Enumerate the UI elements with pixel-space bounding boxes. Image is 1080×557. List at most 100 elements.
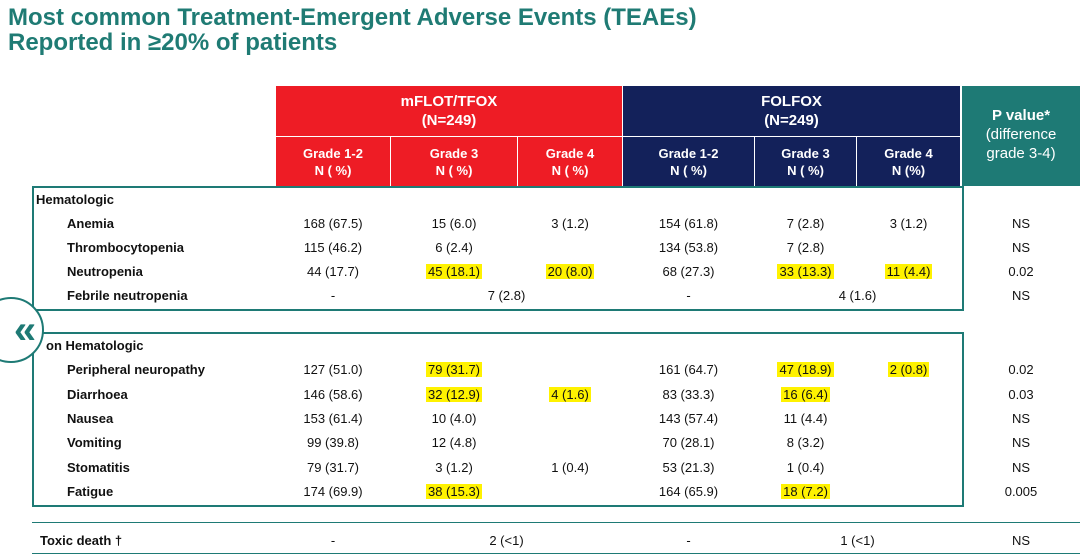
mflot-grade-1-2-value: 127 (51.0) bbox=[303, 362, 363, 377]
mflot-grade-3-4-value: 7 (2.8) bbox=[487, 288, 526, 303]
table-row: Thrombocytopenia 115 (46.2) 6 (2.4) 134 … bbox=[0, 236, 1080, 260]
non-hematologic-section-box bbox=[32, 332, 964, 507]
mflot-grade-1-2-value: - bbox=[330, 288, 336, 303]
mflot-grade-3-value: 45 (18.1) bbox=[425, 264, 483, 279]
table-row: Stomatitis 79 (31.7) 3 (1.2) 1 (0.4) 53 … bbox=[0, 456, 1080, 480]
folfox-grade-4-value bbox=[857, 480, 960, 504]
folfox-grade-4-n: N (%) bbox=[891, 163, 926, 178]
slide-title-line-1: Most common Treatment-Emergent Adverse E… bbox=[8, 4, 697, 31]
mflot-grade-1-2-value: 168 (67.5) bbox=[303, 216, 363, 231]
folfox-grade-1-2-value: 83 (33.3) bbox=[662, 387, 715, 402]
folfox-grade-3-value: 47 (18.9) bbox=[777, 362, 834, 377]
folfox-grade-3-value: 18 (7.2) bbox=[781, 484, 830, 499]
p-value: 0.02 bbox=[1008, 264, 1034, 279]
folfox-grade-4-value bbox=[857, 236, 960, 260]
pvalue-header-title: P value* bbox=[991, 107, 1051, 124]
mflot-grade-4-value bbox=[518, 236, 622, 260]
collapse-button[interactable]: « bbox=[0, 297, 44, 363]
mflot-grade-4-value: 1 (0.4) bbox=[551, 460, 589, 475]
mflot-grade-1-2-n: N ( %) bbox=[314, 163, 352, 178]
folfox-grade-3-4-value: 4 (1.6) bbox=[838, 288, 877, 303]
folfox-grade-4-value: 2 (0.8) bbox=[887, 362, 930, 377]
folfox-grade-4-value bbox=[857, 407, 960, 431]
mflot-grade-1-2-value: 115 (46.2) bbox=[303, 240, 363, 255]
folfox-grade-3-label: Grade 3 bbox=[781, 146, 830, 161]
mflot-group-n: (N=249) bbox=[421, 112, 477, 129]
p-value: NS bbox=[1011, 435, 1031, 450]
folfox-grade-1-2-value: - bbox=[686, 533, 691, 548]
folfox-grade-4-value: 3 (1.2) bbox=[889, 216, 928, 231]
slide-title: Most common Treatment-Emergent Adverse E… bbox=[8, 5, 697, 55]
folfox-grade-3-value: 7 (2.8) bbox=[786, 216, 825, 231]
folfox-grade-1-2-n: N ( %) bbox=[670, 163, 707, 178]
toxic-death-bottom-divider bbox=[32, 553, 1080, 554]
p-value: NS bbox=[1011, 411, 1031, 426]
mflot-group-header: mFLOT/TFOX (N=249) bbox=[276, 86, 622, 136]
mflot-grade-3-n: N ( %) bbox=[435, 163, 473, 178]
row-label: Febrile neutropenia bbox=[67, 288, 188, 303]
mflot-grade-1-2-value: 79 (31.7) bbox=[306, 460, 360, 475]
table-row: Nausea 153 (61.4) 10 (4.0) 143 (57.4) 11… bbox=[0, 407, 1080, 431]
folfox-grade-3-value: 11 (4.4) bbox=[783, 411, 828, 426]
toxic-death-top-divider bbox=[32, 522, 1080, 523]
folfox-grade-3-value: 8 (3.2) bbox=[786, 435, 825, 450]
folfox-grade-1-2-value: 134 (53.8) bbox=[658, 240, 719, 255]
mflot-grade-3-value: 32 (12.9) bbox=[425, 387, 483, 402]
mflot-grade-3-label: Grade 3 bbox=[429, 146, 479, 161]
folfox-grade-4-value bbox=[857, 456, 960, 480]
hematologic-section-title: Hematologic bbox=[36, 192, 115, 207]
table-row: Diarrhoea 146 (58.6) 32 (12.9) 4 (1.6) 8… bbox=[0, 383, 1080, 407]
p-value: NS bbox=[1011, 533, 1031, 548]
folfox-grade-3-value: 16 (6.4) bbox=[781, 387, 830, 402]
folfox-grade-3-value: 1 (0.4) bbox=[786, 460, 825, 475]
mflot-grade-3-header: Grade 3 N ( %) bbox=[391, 137, 517, 186]
mflot-grade-1-2-header: Grade 1-2 N ( %) bbox=[276, 137, 390, 186]
folfox-grade-1-2-value: 161 (64.7) bbox=[658, 362, 719, 377]
mflot-grade-3-value: 38 (15.3) bbox=[425, 484, 483, 499]
p-value: 0.02 bbox=[1008, 362, 1034, 377]
mflot-grade-1-2-value: 174 (69.9) bbox=[303, 484, 363, 499]
folfox-grade-4-label: Grade 4 bbox=[884, 146, 933, 161]
folfox-grade-1-2-value: 68 (27.3) bbox=[662, 264, 715, 279]
p-value: 0.005 bbox=[1004, 484, 1038, 499]
double-chevron-left-icon: « bbox=[13, 308, 37, 352]
folfox-grade-1-2-header: Grade 1-2 N ( %) bbox=[623, 137, 754, 186]
mflot-grade-1-2-value: 146 (58.6) bbox=[303, 387, 363, 402]
folfox-grade-1-2-value: 164 (65.9) bbox=[658, 484, 719, 499]
folfox-grade-4-header: Grade 4 N (%) bbox=[857, 137, 960, 186]
mflot-grade-1-2-value: 44 (17.7) bbox=[306, 264, 360, 279]
folfox-grade-1-2-value: 53 (21.3) bbox=[662, 460, 715, 475]
pvalue-header-line-3: grade 3-4) bbox=[986, 145, 1056, 162]
mflot-grade-4-value: 4 (1.6) bbox=[549, 387, 591, 402]
folfox-grade-3-4-value: 1 (<1) bbox=[840, 533, 875, 548]
mflot-grade-4-value bbox=[518, 480, 622, 504]
hematologic-section-box bbox=[32, 186, 964, 311]
mflot-grade-4-value: 20 (8.0) bbox=[545, 264, 595, 279]
row-label: Toxic death † bbox=[40, 533, 123, 548]
p-value: NS bbox=[1011, 216, 1031, 231]
folfox-group-n: (N=249) bbox=[764, 112, 819, 129]
mflot-grade-3-value: 12 (4.8) bbox=[431, 435, 477, 450]
table-row: Vomiting 99 (39.8) 12 (4.8) 70 (28.1) 8 … bbox=[0, 431, 1080, 455]
folfox-grade-3-value: 7 (2.8) bbox=[786, 240, 825, 255]
p-value: NS bbox=[1011, 288, 1031, 303]
mflot-grade-4-value bbox=[518, 431, 622, 455]
mflot-grade-4-header: Grade 4 N ( %) bbox=[518, 137, 622, 186]
folfox-grade-1-2-label: Grade 1-2 bbox=[658, 146, 719, 161]
mflot-grade-3-4-value: 2 (<1) bbox=[489, 533, 524, 548]
folfox-grade-3-value: 33 (13.3) bbox=[777, 264, 834, 279]
folfox-group-name: FOLFOX bbox=[761, 93, 822, 110]
mflot-grade-3-value: 79 (31.7) bbox=[425, 362, 483, 377]
folfox-grade-4-value: 11 (4.4) bbox=[884, 264, 933, 279]
row-label: Neutropenia bbox=[67, 264, 143, 279]
row-label: Fatigue bbox=[67, 484, 114, 499]
folfox-grade-3-n: N ( %) bbox=[787, 163, 824, 178]
mflot-grade-3-value: 6 (2.4) bbox=[435, 240, 473, 255]
row-label: Stomatitis bbox=[67, 460, 130, 475]
row-label: Diarrhoea bbox=[67, 387, 128, 402]
mflot-grade-3-value: 3 (1.2) bbox=[435, 460, 473, 475]
row-label: Vomiting bbox=[67, 435, 122, 450]
p-value: NS bbox=[1011, 460, 1031, 475]
row-label: Nausea bbox=[67, 411, 114, 426]
table-row: Toxic death † - 2 (<1) - 1 (<1) NS bbox=[0, 529, 1080, 553]
